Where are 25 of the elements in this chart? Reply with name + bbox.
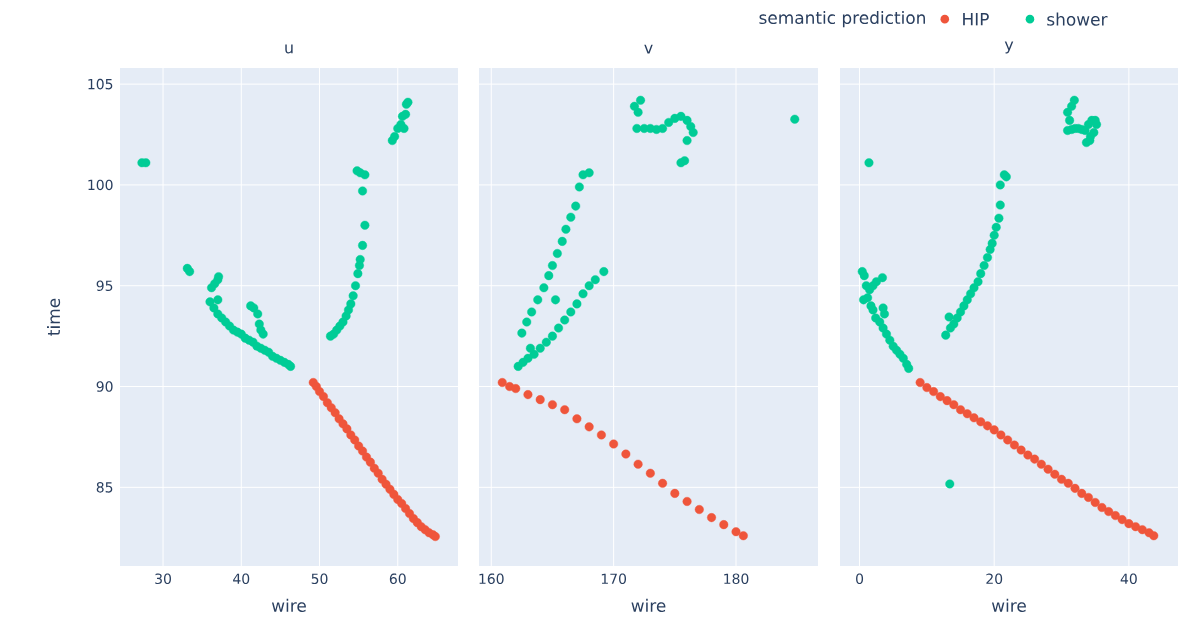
x-axis-title: wire	[271, 598, 306, 612]
chart-title: v	[644, 44, 653, 54]
legend-title: semantic prediction	[759, 10, 925, 28]
chart-title: y	[1004, 41, 1014, 54]
y-tick-label: 105	[88, 78, 113, 90]
y-axis-title: time	[47, 298, 61, 336]
y-tick-label: 100	[88, 179, 113, 191]
x-tick-label: 40	[1120, 573, 1137, 585]
y-tick-label: 85	[96, 482, 113, 493]
x-tick-label: 160	[479, 573, 504, 585]
x-tick-label: 20	[986, 573, 1003, 585]
y-tick-label: 90	[96, 381, 113, 392]
legend-label: HIP	[963, 13, 989, 26]
legend-label: shower	[1047, 12, 1108, 26]
x-axis-title: wire	[631, 598, 666, 612]
x-tick-label: 40	[233, 573, 250, 585]
x-axis-title: wire	[991, 598, 1026, 612]
y-tick-label: 95	[96, 280, 113, 292]
x-tick-label: 180	[724, 573, 749, 585]
chart-title: u	[285, 44, 293, 54]
x-tick-label: 170	[601, 573, 627, 585]
x-tick-label: 30	[155, 573, 171, 585]
x-tick-label: 50	[311, 573, 328, 585]
x-tick-label: 60	[389, 573, 406, 585]
x-tick-label: 0	[856, 573, 864, 585]
